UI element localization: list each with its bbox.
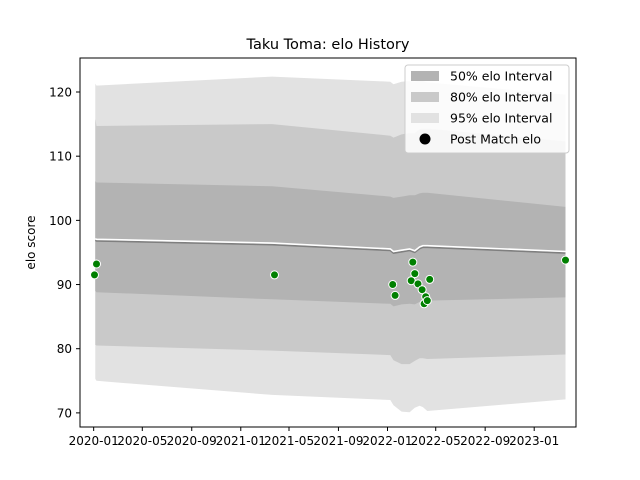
post-match-point xyxy=(417,285,427,295)
legend-swatch xyxy=(411,113,439,123)
y-tick-label: 70 xyxy=(57,406,72,420)
post-match-point xyxy=(410,269,420,279)
y-tick-label: 90 xyxy=(57,278,72,292)
post-match-point xyxy=(92,259,101,269)
legend-frame xyxy=(404,64,570,154)
plot-frame xyxy=(79,57,577,428)
y-tick-label: 100 xyxy=(49,214,72,228)
mean-line xyxy=(94,239,566,254)
x-tick-label: 2020-09 xyxy=(167,434,217,448)
post-match-point xyxy=(388,280,398,289)
legend-marker xyxy=(419,133,431,145)
legend-label: 50% elo Interval xyxy=(450,69,552,84)
post-match-points xyxy=(90,255,570,309)
post-match-point xyxy=(270,270,279,280)
post-match-point xyxy=(390,290,400,300)
legend-swatch xyxy=(411,71,439,81)
y-axis-label: elo score xyxy=(24,215,38,269)
legend-label: Post Match elo xyxy=(450,132,541,147)
legend-label: 95% elo Interval xyxy=(450,111,552,126)
y-tick-label: 110 xyxy=(49,150,72,164)
legend-items: 50% elo Interval 80% elo Interval 95% elo … xyxy=(411,69,552,147)
x-tick-label: 2020-05 xyxy=(117,434,167,448)
confidence-bands xyxy=(95,76,566,413)
legend: 50% elo Interval 80% elo Interval 95% elo … xyxy=(404,64,570,154)
post-match-point xyxy=(425,274,435,284)
legend-label: 80% elo Interval xyxy=(450,90,552,105)
mean-line-highlight xyxy=(94,237,566,253)
x-tick-label: 2023-01 xyxy=(509,434,559,448)
y-tick-label: 120 xyxy=(49,86,72,100)
x-tick-label: 2022-05 xyxy=(411,434,461,448)
x-tick-label: 2021-09 xyxy=(313,434,363,448)
x-tick-label: 2022-09 xyxy=(460,434,510,448)
post-match-point xyxy=(561,255,570,265)
chart-title: Taku Toma: elo History xyxy=(246,37,410,53)
legend-swatch xyxy=(411,92,439,102)
x-tick-label: 2020-01 xyxy=(69,434,119,448)
post-match-point xyxy=(90,270,99,280)
mean-elo-line xyxy=(94,237,566,254)
band-50-interval xyxy=(95,181,566,307)
post-match-point xyxy=(408,257,418,267)
y-tick-label: 80 xyxy=(57,342,72,356)
y-axis-ticks: 70 80 90 100 110 120 xyxy=(49,86,80,420)
x-tick-label: 2022-01 xyxy=(362,434,412,448)
x-tick-label: 2021-05 xyxy=(264,434,314,448)
x-tick-label: 2021-01 xyxy=(216,434,266,448)
post-match-point xyxy=(422,296,432,306)
